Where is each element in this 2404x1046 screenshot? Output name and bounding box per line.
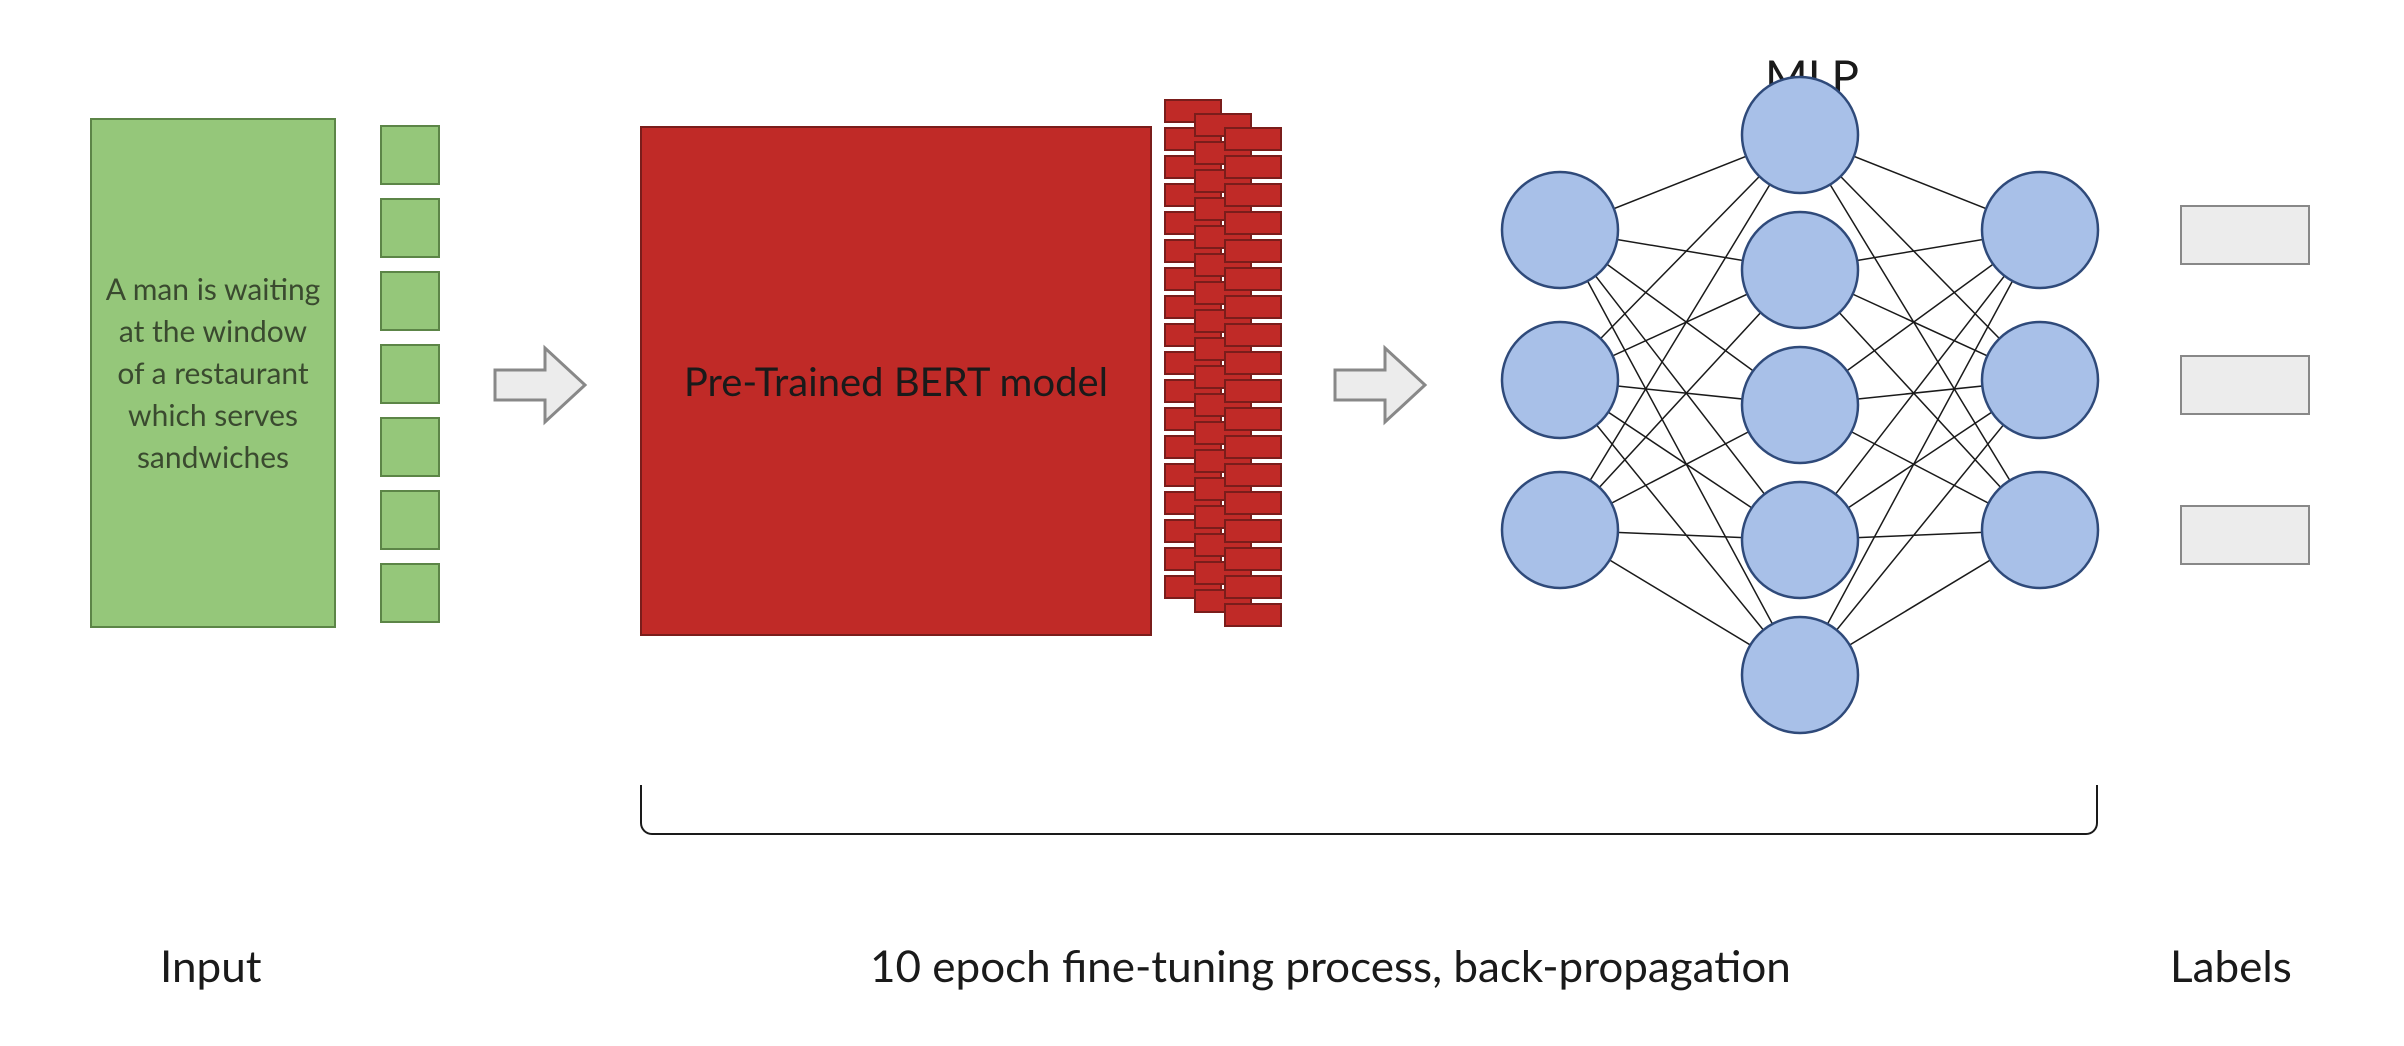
output-label-box (2180, 355, 2310, 415)
bracket (640, 785, 2098, 835)
token-square (380, 344, 440, 404)
token-square (380, 271, 440, 331)
token-square (380, 198, 440, 258)
output-label-box (2180, 505, 2310, 565)
caption-labels: Labels (2170, 940, 2292, 992)
token-square (380, 490, 440, 550)
input-text-box: A man is waiting at the window of a rest… (90, 118, 336, 628)
output-label-box (2180, 205, 2310, 265)
caption-input: Input (160, 940, 262, 992)
input-text: A man is waiting at the window of a rest… (104, 268, 322, 478)
mlp-network (0, 0, 2404, 1046)
arrow-icon (490, 340, 590, 430)
caption-process: 10 epoch fine-tuning process, back-propa… (870, 940, 1791, 992)
token-square (380, 417, 440, 477)
bert-finetuning-diagram: A man is waiting at the window of a rest… (0, 0, 2404, 1046)
arrow-icon (1330, 340, 1430, 430)
bert-model-box: Pre-Trained BERT model (640, 126, 1152, 636)
mlp-title: MLP (1765, 48, 1859, 103)
embedding-vectors (0, 0, 2404, 1046)
token-square (380, 125, 440, 185)
token-square (380, 563, 440, 623)
bert-label: Pre-Trained BERT model (684, 357, 1108, 405)
